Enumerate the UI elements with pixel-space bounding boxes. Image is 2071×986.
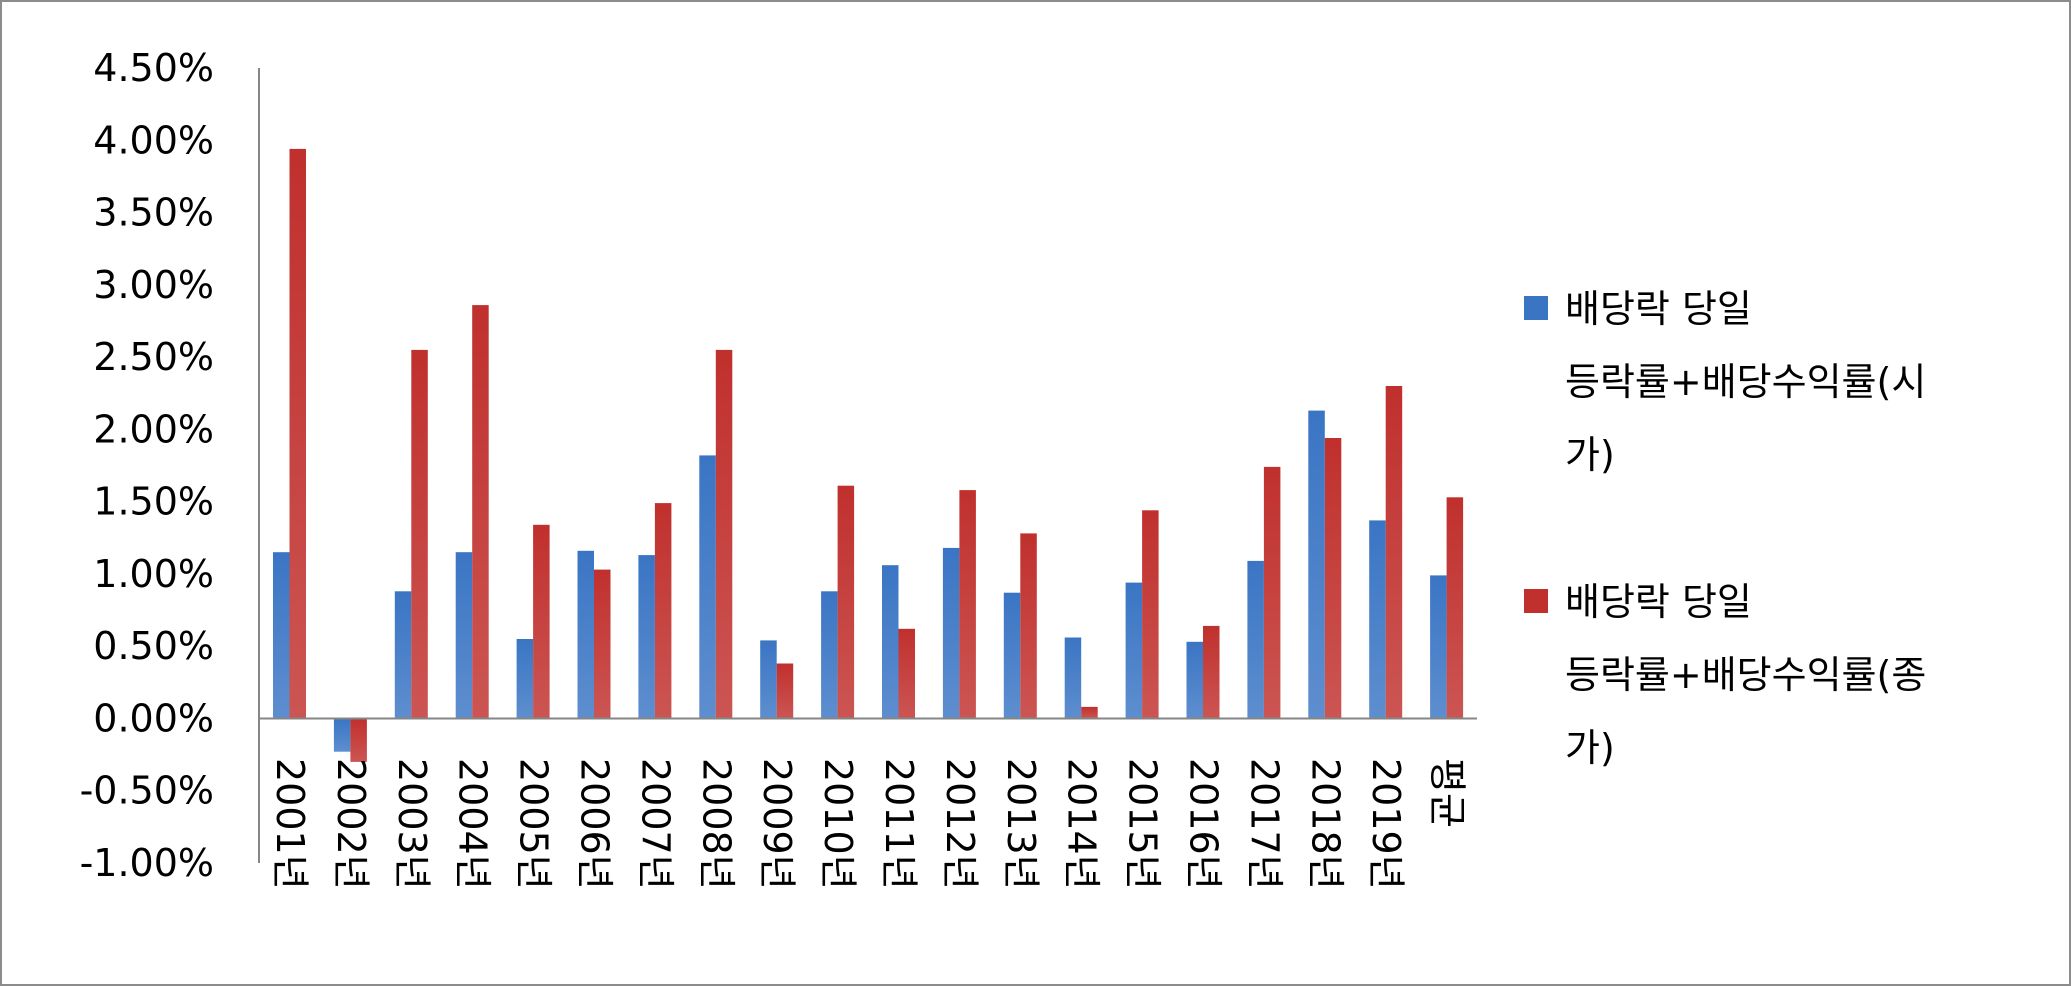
legend-label-close: 가) [1565, 726, 1615, 770]
x-category-label: 2015년 [1121, 758, 1165, 890]
legend-swatch-open [1524, 296, 1548, 320]
x-category-label: 2018년 [1303, 758, 1347, 890]
bar-close-11 [959, 490, 976, 719]
bar-close-6 [654, 503, 672, 719]
x-category-label: 2001년 [268, 758, 312, 890]
x-category-label: 2006년 [572, 758, 616, 890]
x-category-label: 2004년 [451, 758, 495, 890]
bar-open-4 [516, 639, 534, 719]
legend-label-open: 배당락 당일 [1565, 287, 1752, 331]
x-category-label: 2012년 [938, 758, 982, 890]
y-tick-label: 0.50% [93, 624, 214, 668]
bar-open-7 [699, 455, 716, 719]
bar-close-16 [1263, 466, 1281, 719]
bar-close-12 [1020, 533, 1037, 719]
bar-close-9 [837, 485, 855, 719]
y-tick-label: 0.00% [93, 696, 214, 740]
bar-close-14 [1142, 510, 1159, 719]
y-tick-label: 4.50% [93, 46, 214, 90]
bar-close-3 [472, 305, 489, 719]
x-category-label: 2002년 [329, 758, 373, 890]
bar-open-3 [455, 552, 473, 719]
y-axis-tick-labels: -1.00% -0.50% 0.00% 0.50% 1.00% 1.50% 2.00% 2.5… [80, 46, 214, 885]
bar-open-8 [760, 640, 777, 719]
x-category-label: 2008년 [694, 758, 738, 890]
bar-close-18 [1385, 386, 1403, 719]
x-axis-category-labels: 2001년 2002년 2003년 2004년 2005년 2006년 2007년 2008년… [268, 758, 1469, 890]
bar-close-8 [776, 663, 794, 719]
y-tick-label: 2.50% [93, 335, 214, 379]
x-category-label: 2005년 [512, 758, 556, 890]
bar-open-16 [1247, 560, 1264, 719]
bar-open-15 [1186, 641, 1203, 719]
legend-label-close: 등락률+배당수익률(종 [1565, 653, 1926, 697]
bar-open-18 [1369, 520, 1386, 719]
y-tick-label: 4.00% [93, 118, 214, 162]
x-category-label: 2019년 [1364, 758, 1408, 890]
x-category-label: 2016년 [1181, 758, 1225, 890]
bar-open-1 [333, 718, 351, 752]
bar-open-19 [1430, 575, 1447, 719]
y-tick-label: 1.50% [93, 480, 214, 524]
legend-label-close: 배당락 당일 [1565, 580, 1752, 624]
y-tick-label: 2.00% [93, 407, 214, 451]
bar-open-0 [273, 552, 290, 719]
x-category-label: 2007년 [633, 758, 677, 890]
legend-swatch-close [1524, 589, 1548, 613]
bar-close-17 [1324, 438, 1342, 719]
x-category-label: 2003년 [390, 758, 434, 890]
bar-close-2 [411, 349, 428, 719]
bar-open-5 [577, 550, 594, 719]
bar-close-5 [594, 569, 611, 719]
x-category-label: 평균 [1425, 758, 1469, 828]
x-category-label: 2011년 [877, 758, 921, 890]
legend-label-open: 등락률+배당수익률(시 [1565, 360, 1926, 404]
bar-open-9 [821, 591, 838, 719]
x-category-label: 2009년 [755, 758, 799, 890]
x-category-label: 2013년 [999, 758, 1043, 890]
x-category-label: 2017년 [1242, 758, 1286, 890]
bar-close-10 [898, 628, 915, 719]
bar-close-0 [289, 148, 306, 719]
bar-open-17 [1308, 410, 1325, 719]
bars [273, 148, 1464, 762]
y-tick-label: -1.00% [80, 841, 214, 885]
y-tick-label: -0.50% [80, 769, 214, 813]
bar-close-19 [1446, 497, 1464, 719]
bar-open-11 [942, 547, 960, 719]
legend-label-open: 가) [1565, 433, 1615, 477]
x-category-label: 2010년 [816, 758, 860, 890]
bar-open-6 [638, 555, 655, 719]
x-category-label: 2014년 [1060, 758, 1104, 890]
bar-close-1 [350, 718, 367, 762]
y-tick-label: 3.50% [93, 191, 214, 235]
y-tick-label: 1.00% [93, 552, 214, 596]
bar-open-14 [1125, 582, 1143, 719]
bar-close-13 [1081, 706, 1098, 719]
bar-close-7 [715, 349, 733, 719]
bar-open-10 [882, 565, 899, 719]
y-tick-label: 3.00% [93, 263, 214, 307]
bar-open-13 [1064, 637, 1082, 719]
bar-close-15 [1203, 625, 1220, 719]
bar-open-12 [1003, 592, 1021, 719]
bar-open-2 [394, 591, 412, 719]
bar-close-4 [533, 524, 550, 719]
